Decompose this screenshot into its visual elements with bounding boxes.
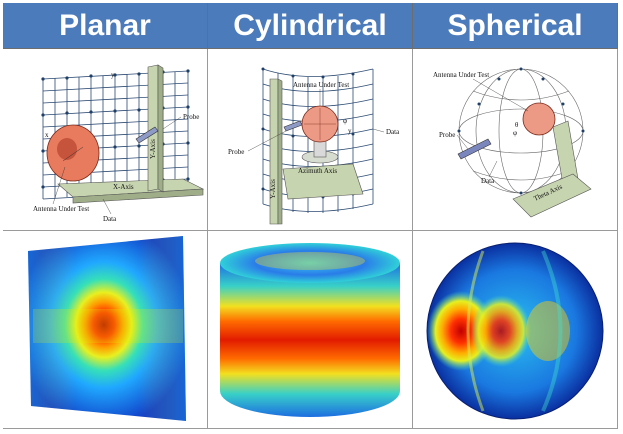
planar-x-label: x xyxy=(45,131,49,139)
cylindrical-data-label: Data xyxy=(386,128,400,136)
header-cylindrical: Cylindrical xyxy=(208,3,413,49)
cylindrical-y-label: y xyxy=(348,127,352,135)
planar-probe-label: Probe xyxy=(183,113,199,121)
cylindrical-phi-label: φ xyxy=(343,117,347,125)
spherical-positioner xyxy=(552,120,579,185)
spherical-data-label: Data xyxy=(481,177,495,185)
planar-y-axis-label: Y-Axis xyxy=(149,139,157,159)
spherical-probe-label: Probe xyxy=(439,131,455,139)
header-planar-label: Planar xyxy=(59,8,151,42)
spherical-phi-label: φ xyxy=(513,129,517,137)
cylindrical-diagram: Antenna Under Test Probe Azimuth Axis Y-… xyxy=(208,49,413,231)
cylindrical-field-body xyxy=(220,263,400,417)
cylindrical-aut-label: Antenna Under Test xyxy=(293,81,349,89)
header-spherical: Spherical xyxy=(413,3,618,49)
header-spherical-label: Spherical xyxy=(447,8,583,42)
spherical-aut xyxy=(522,102,556,136)
planar-probe xyxy=(135,126,159,144)
cylindrical-y-axis-label: Y-Axis xyxy=(269,179,277,199)
spherical-theta-arm xyxy=(512,173,592,218)
planar-diagram: y x Probe Y-Axis X-Axis Antenna Under Te… xyxy=(3,49,208,231)
planar-y-label: y xyxy=(111,71,115,79)
planar-data-label: Data xyxy=(103,215,117,223)
cylindrical-field-top xyxy=(220,243,400,283)
cylindrical-azimuth-label: Azimuth Axis xyxy=(298,167,337,175)
planar-field-plot xyxy=(3,231,208,429)
spherical-theta-label: θ xyxy=(515,121,519,129)
spherical-hotspot-center xyxy=(471,295,531,367)
cylindrical-probe-label: Probe xyxy=(228,148,244,156)
spherical-field-plot xyxy=(413,231,618,429)
header-cylindrical-label: Cylindrical xyxy=(233,8,387,42)
cylindrical-base xyxy=(282,163,364,200)
planar-x-axis-label: X-Axis xyxy=(113,183,134,191)
planar-aut-label: Antenna Under Test xyxy=(33,205,89,213)
spherical-probe xyxy=(457,138,492,160)
spherical-diagram: Antenna Under Test Probe Data Theta Axis… xyxy=(413,49,618,231)
spherical-aut-label: Antenna Under Test xyxy=(433,71,489,79)
cylindrical-tower xyxy=(269,78,279,225)
cylindrical-field-plot xyxy=(208,231,413,429)
header-planar: Planar xyxy=(3,3,208,49)
